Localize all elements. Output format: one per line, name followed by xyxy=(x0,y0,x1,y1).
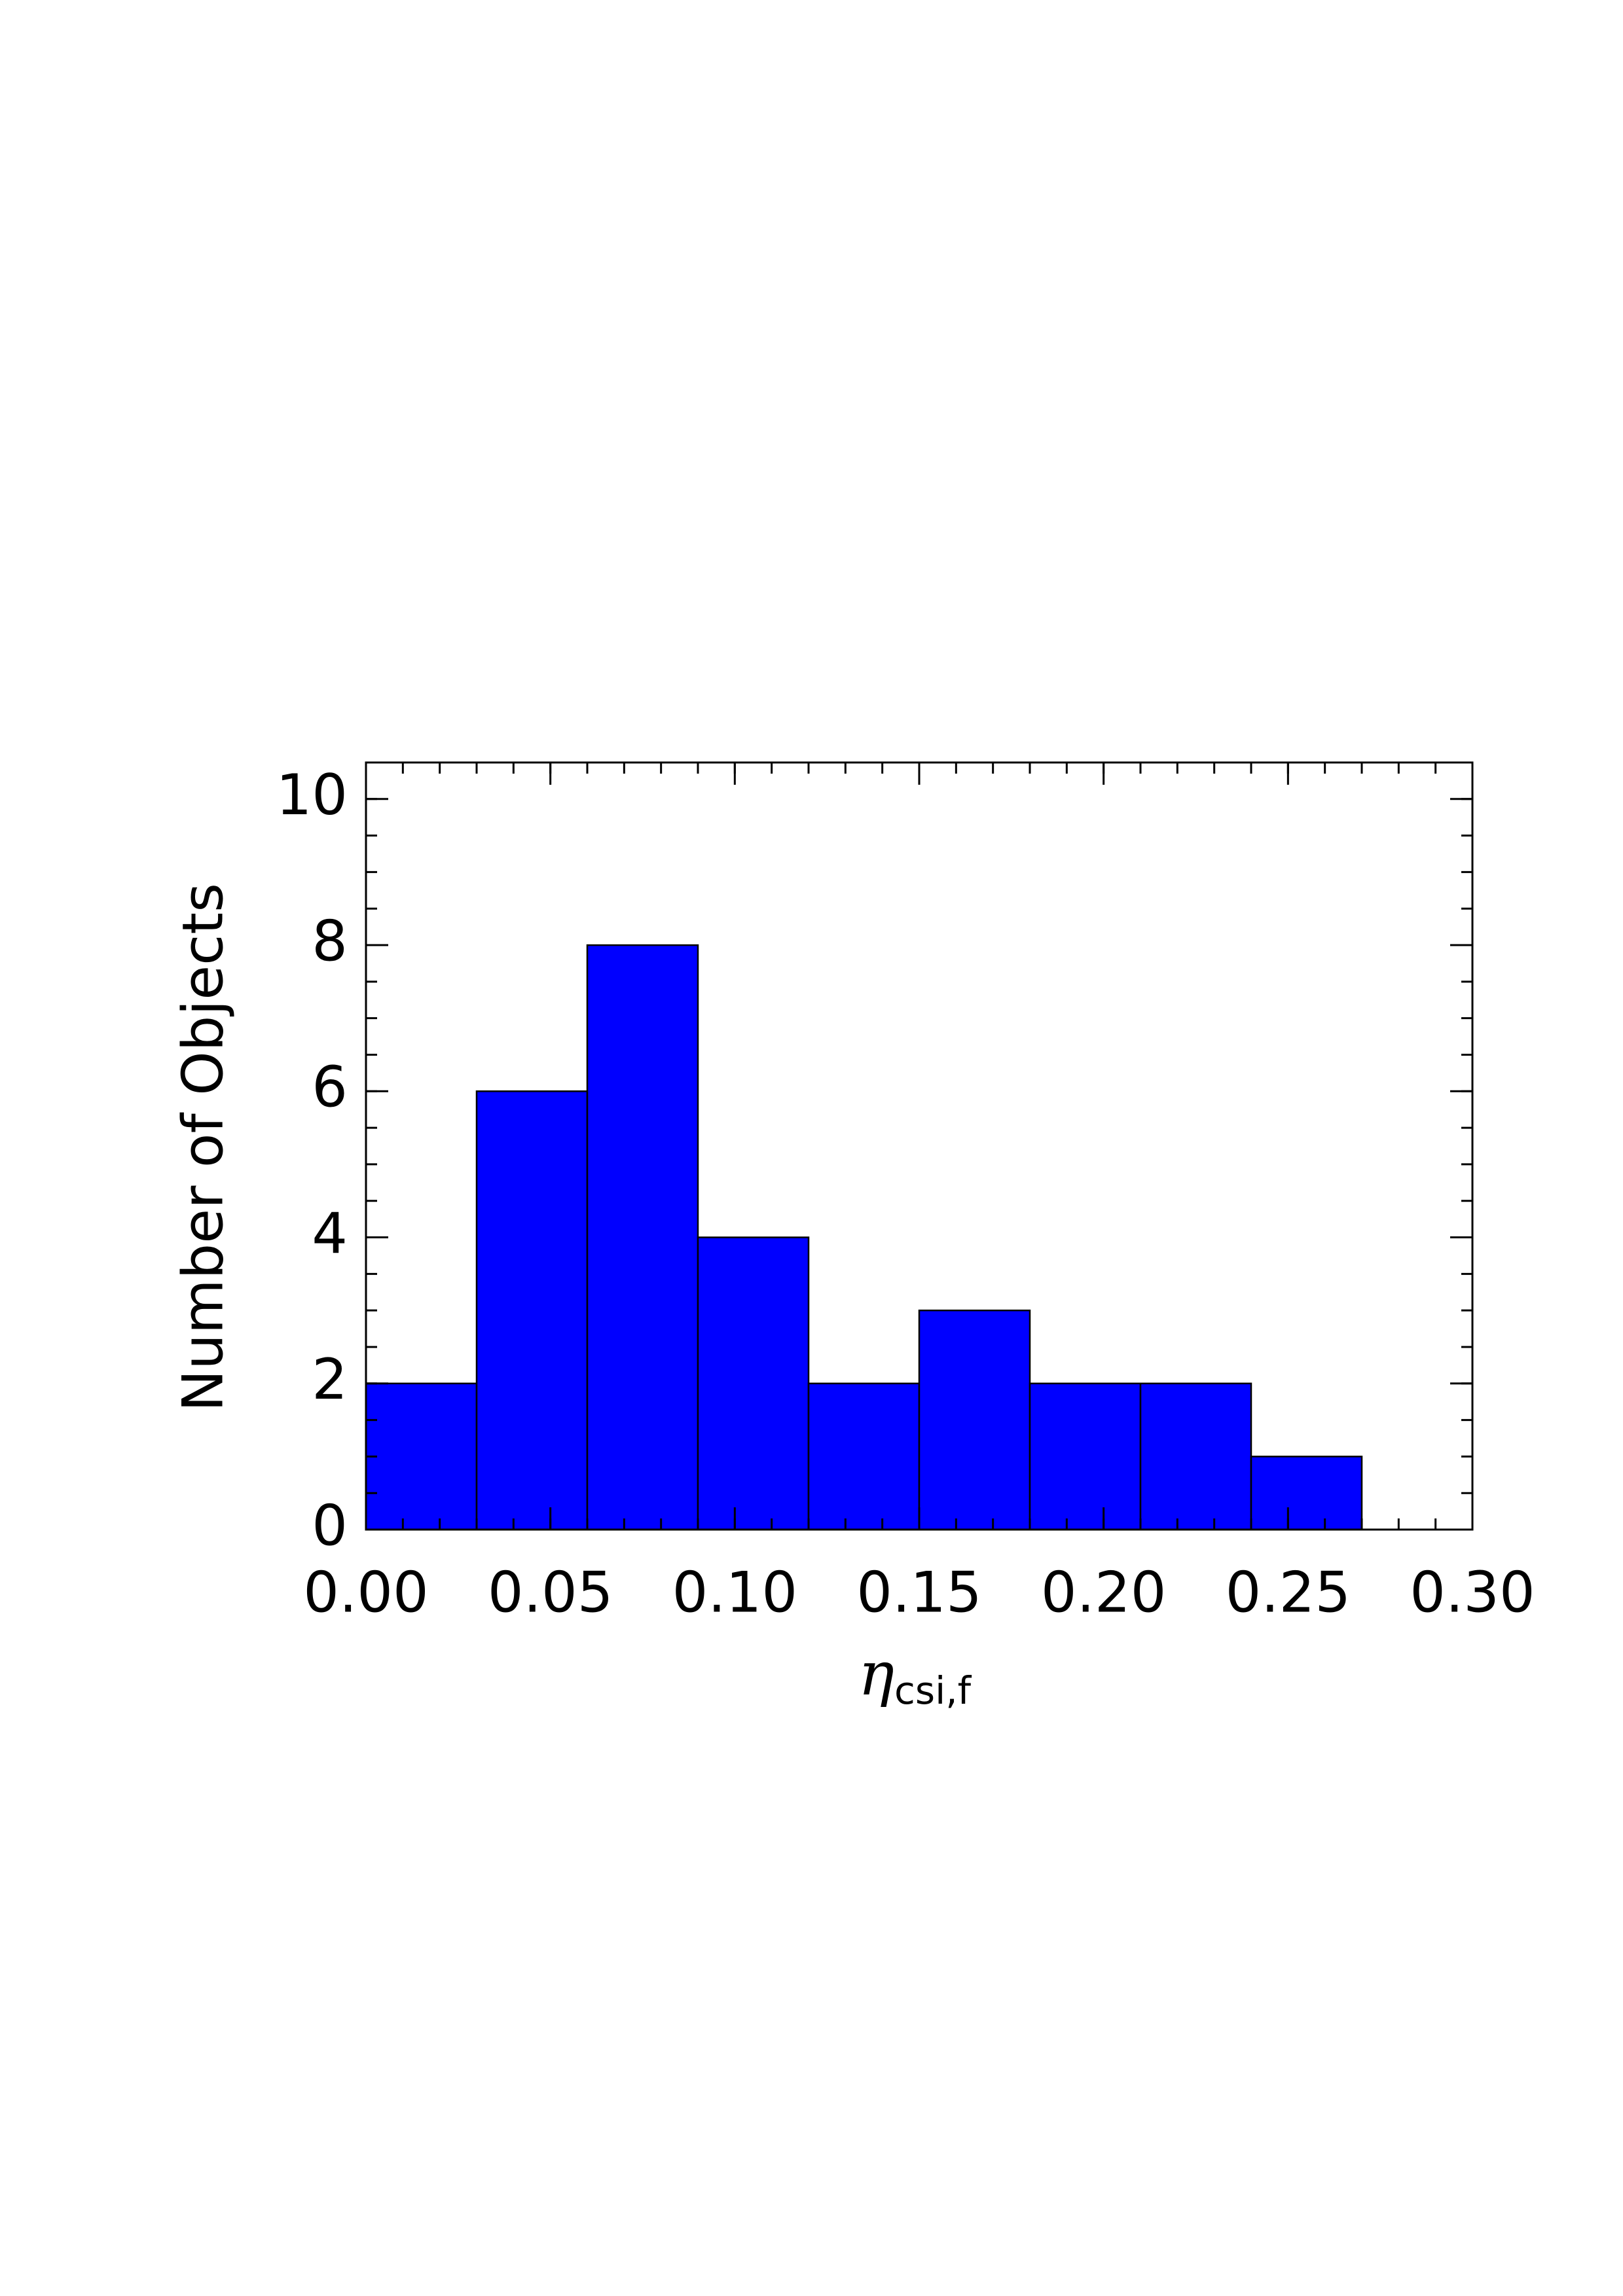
bar xyxy=(1250,1456,1363,1531)
x-tick-label: 0.00 xyxy=(303,1560,428,1625)
bar xyxy=(365,1382,478,1531)
x-tick-label: 0.05 xyxy=(488,1560,613,1625)
x-tick-label: 0.25 xyxy=(1226,1560,1351,1625)
x-axis-label-symbol: η xyxy=(858,1639,894,1709)
x-axis-label-subscript: csi,f xyxy=(894,1668,972,1713)
y-tick-label: 4 xyxy=(312,1201,348,1266)
bar xyxy=(1139,1382,1252,1531)
bar xyxy=(697,1236,810,1531)
bar xyxy=(475,1090,589,1531)
y-tick-label: 6 xyxy=(312,1055,348,1121)
y-tick-label: 10 xyxy=(276,762,348,828)
x-tick-label: 0.30 xyxy=(1410,1560,1535,1625)
bar xyxy=(1029,1382,1142,1531)
y-tick-label: 0 xyxy=(312,1493,348,1558)
y-tick-label: 2 xyxy=(312,1347,348,1412)
bar xyxy=(586,944,699,1531)
bar xyxy=(918,1309,1031,1531)
x-tick-label: 0.10 xyxy=(672,1560,797,1625)
x-tick-label: 0.20 xyxy=(1041,1560,1166,1625)
y-axis-label: Number of Objects xyxy=(170,883,236,1412)
x-axis-label: ηcsi,f xyxy=(858,1639,972,1713)
x-tick-label: 0.15 xyxy=(856,1560,981,1625)
bar xyxy=(807,1382,921,1531)
y-tick-label: 8 xyxy=(312,908,348,974)
